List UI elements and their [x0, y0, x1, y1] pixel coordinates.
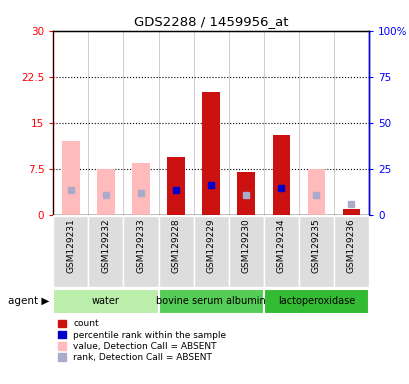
Legend: count, percentile rank within the sample, value, Detection Call = ABSENT, rank, : count, percentile rank within the sample…: [58, 319, 226, 362]
Bar: [53, 217, 88, 286]
Bar: [263, 290, 368, 313]
Text: GSM129230: GSM129230: [241, 218, 250, 273]
Text: GSM129229: GSM129229: [206, 218, 215, 273]
Bar: [123, 217, 158, 286]
Text: GSM129231: GSM129231: [66, 218, 75, 273]
Bar: [158, 290, 263, 313]
Text: GSM129236: GSM129236: [346, 218, 355, 273]
Bar: [263, 217, 298, 286]
Bar: [62, 141, 79, 215]
Bar: [228, 217, 263, 286]
Text: lactoperoxidase: lactoperoxidase: [277, 296, 354, 306]
Text: GSM129235: GSM129235: [311, 218, 320, 273]
Text: bovine serum albumin: bovine serum albumin: [156, 296, 265, 306]
Title: GDS2288 / 1459956_at: GDS2288 / 1459956_at: [134, 15, 288, 28]
Bar: [88, 217, 123, 286]
Bar: [272, 135, 289, 215]
Text: GSM129233: GSM129233: [136, 218, 145, 273]
Bar: [193, 217, 228, 286]
Bar: [167, 157, 184, 215]
Bar: [53, 290, 158, 313]
Bar: [132, 163, 149, 215]
Bar: [307, 169, 324, 215]
Text: GSM129234: GSM129234: [276, 218, 285, 273]
Text: GSM129228: GSM129228: [171, 218, 180, 273]
Bar: [237, 172, 254, 215]
Bar: [298, 217, 333, 286]
Bar: [333, 217, 368, 286]
Text: water: water: [92, 296, 119, 306]
Text: GSM129232: GSM129232: [101, 218, 110, 273]
Bar: [202, 92, 219, 215]
Bar: [342, 209, 360, 215]
Text: agent ▶: agent ▶: [8, 296, 49, 306]
Bar: [97, 169, 115, 215]
Bar: [158, 217, 193, 286]
